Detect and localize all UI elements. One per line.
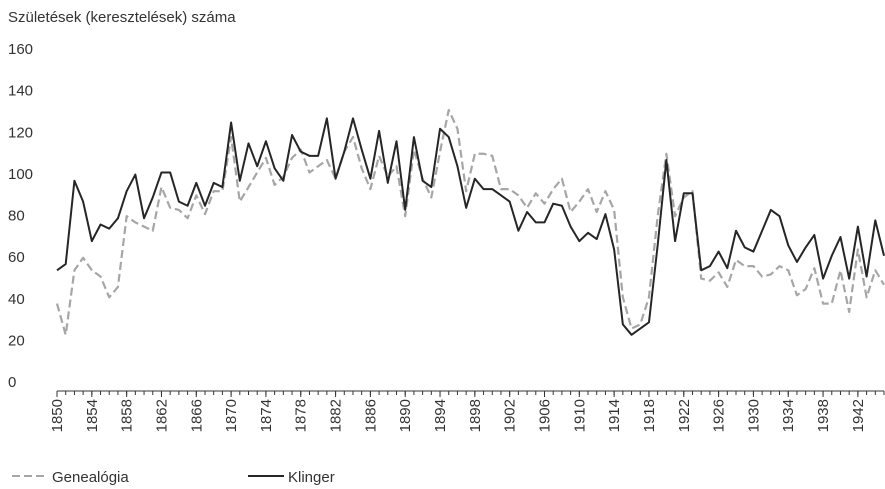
x-tick-label: 1854 <box>84 399 101 432</box>
x-tick-label: 1898 <box>467 399 484 432</box>
x-tick-label: 1890 <box>397 399 414 432</box>
x-tick-label: 1926 <box>711 399 728 432</box>
x-tick-label: 1850 <box>49 399 66 432</box>
x-tick-label: 1894 <box>432 399 449 432</box>
x-tick-label: 1938 <box>815 399 832 432</box>
y-tick-label: 140 <box>8 83 33 100</box>
x-tick-label: 1886 <box>362 399 379 432</box>
y-tick-label: 40 <box>8 291 25 308</box>
x-tick-label: 1922 <box>676 399 693 432</box>
series-line <box>55 108 885 336</box>
legend-label: Klinger <box>288 469 335 486</box>
x-tick-label: 1910 <box>571 399 588 432</box>
x-tick-label: 1858 <box>119 399 136 432</box>
y-tick-label: 160 <box>8 41 33 58</box>
x-tick-label: 1906 <box>536 399 553 432</box>
x-tick-label: 1870 <box>223 399 240 432</box>
x-tick-label: 1862 <box>153 399 170 432</box>
x-tick-label: 1918 <box>641 399 658 432</box>
x-tick-label: 1882 <box>328 399 345 432</box>
y-tick-label: 120 <box>8 124 33 141</box>
y-tick-label: 100 <box>8 166 33 183</box>
series-line <box>56 117 885 336</box>
y-tick-label: 80 <box>8 208 25 225</box>
x-tick-label: 1934 <box>780 399 797 432</box>
y-tick-label: 0 <box>8 374 16 391</box>
x-tick-label: 1930 <box>745 399 762 432</box>
legend-label: Genealógia <box>52 469 129 486</box>
x-tick-label: 1914 <box>606 399 623 432</box>
x-tick-label: 1878 <box>293 399 310 432</box>
y-tick-label: 20 <box>8 332 25 349</box>
y-axis-title: Születések (keresztelések) száma <box>8 9 236 26</box>
x-tick-label: 1902 <box>502 399 519 432</box>
x-tick-label: 1866 <box>188 399 205 432</box>
x-tick-label: 1874 <box>258 399 275 432</box>
y-tick-label: 60 <box>8 249 25 266</box>
x-tick-label: 1942 <box>850 399 867 432</box>
